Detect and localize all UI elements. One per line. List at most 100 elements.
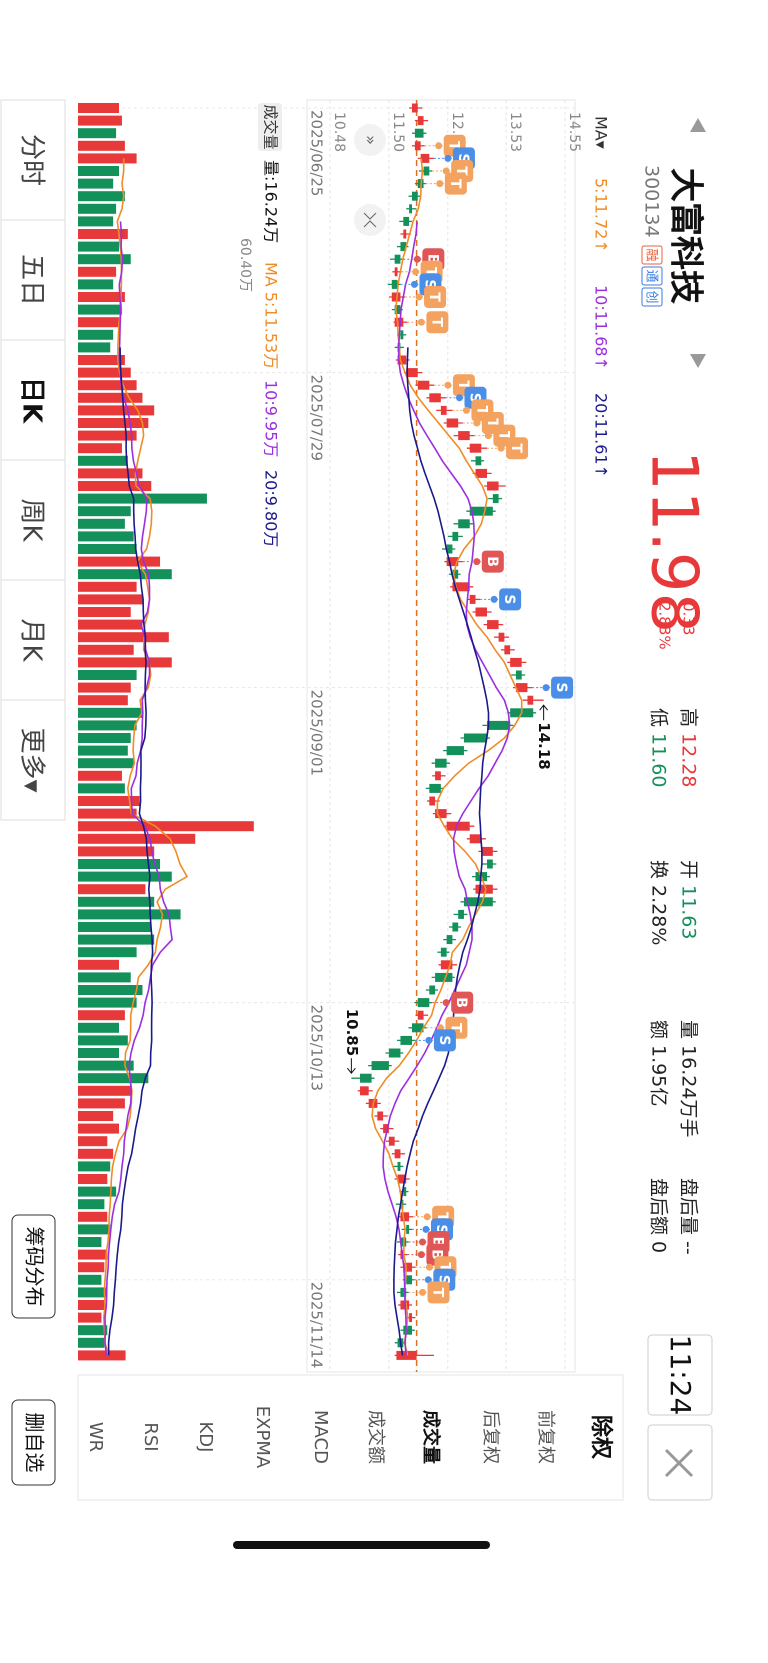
volume-bar <box>77 1035 128 1046</box>
volume-bar <box>78 556 161 567</box>
signal-dot <box>444 154 452 162</box>
prev-stock[interactable] <box>690 118 706 132</box>
indicator-option[interactable]: 后复权 <box>480 1410 501 1464</box>
tab-label: 周K <box>17 498 47 542</box>
volume-bar <box>77 581 137 592</box>
signal-tag <box>426 311 449 334</box>
signal-dot <box>419 1288 427 1296</box>
signal-label: T <box>495 431 511 441</box>
volume-bar <box>78 1123 120 1134</box>
button[interactable] <box>11 1399 56 1486</box>
volume-bar <box>78 833 196 844</box>
signal-dot <box>462 406 470 414</box>
volume-bar <box>78 1048 120 1058</box>
signal-dot <box>473 419 481 427</box>
expand-icon: » <box>362 135 381 145</box>
tab[interactable] <box>0 699 66 821</box>
candle-body <box>394 267 398 277</box>
volume-bar <box>78 317 120 328</box>
volume-bar <box>77 947 137 958</box>
candle-body <box>391 292 401 302</box>
signal-tag <box>433 1029 456 1052</box>
candle-body <box>446 935 453 945</box>
indicator-option[interactable]: EXPMA <box>252 1406 273 1469</box>
volume-bar <box>77 1337 105 1348</box>
signal-label: S <box>421 279 437 289</box>
candle-body <box>475 607 488 617</box>
stock-code: 300134 <box>641 165 663 238</box>
close-box[interactable] <box>647 1424 713 1501</box>
candle-body <box>394 1149 401 1159</box>
expand-button[interactable] <box>354 124 386 156</box>
indicator-option[interactable]: KDJ <box>195 1422 216 1453</box>
signal-label: T <box>447 1023 463 1033</box>
signal-tag <box>424 286 447 308</box>
signal-dot <box>417 1251 425 1259</box>
next-stock[interactable] <box>690 354 706 368</box>
signal-label: T <box>455 380 471 390</box>
ma-line <box>104 221 173 1356</box>
candle-body <box>515 670 522 680</box>
volume-bar <box>77 455 128 466</box>
change-pct: 2.83% <box>656 602 674 650</box>
x-tick-label: 2025/10/13 <box>308 1005 326 1091</box>
volume-bar <box>78 1312 102 1323</box>
volume-bar <box>77 695 128 706</box>
indicator-option[interactable]: MACD <box>310 1410 331 1464</box>
button[interactable] <box>11 1214 56 1319</box>
candle-body <box>429 985 436 995</box>
signal-label: S <box>433 1224 449 1234</box>
volume-bar <box>77 1098 125 1109</box>
signal-label: S <box>466 393 482 403</box>
signal-tag <box>444 172 467 195</box>
volume-bar <box>77 1325 108 1336</box>
signal-dot <box>413 255 421 263</box>
volume-bar <box>78 178 114 189</box>
price-panel <box>306 99 576 1373</box>
collapse-button[interactable] <box>354 204 386 236</box>
stat-value: 1.95亿 <box>648 1045 670 1106</box>
indicator-option[interactable]: 成交量 <box>420 1410 442 1464</box>
volume-bar <box>78 657 172 668</box>
candle-body <box>406 1275 412 1285</box>
volume-bar <box>77 1249 108 1260</box>
candle-body <box>400 330 404 340</box>
candle-body <box>411 103 418 113</box>
volume-bar <box>78 468 143 479</box>
badge-text: 创 <box>644 290 659 303</box>
volume-bar <box>78 304 122 315</box>
indicator-option[interactable]: 除权 <box>588 1415 614 1460</box>
candle-body <box>458 519 470 529</box>
indicator-option[interactable]: RSI <box>140 1422 161 1451</box>
candle-body <box>446 418 459 428</box>
indicator-option[interactable]: 成交额 <box>365 1410 386 1464</box>
volume-bar <box>78 531 134 542</box>
volume-bar <box>78 871 172 882</box>
volume-bar <box>78 770 122 781</box>
badge <box>641 266 663 286</box>
candle-body <box>394 254 401 264</box>
candle-body <box>487 620 499 630</box>
stat-label: 额 <box>648 1020 670 1039</box>
signal-tag <box>551 676 574 699</box>
ma-button[interactable]: MA▾ <box>592 116 611 149</box>
candle-body <box>487 481 499 491</box>
volume-bar <box>77 884 146 895</box>
candle-body <box>492 494 499 504</box>
indicator-option[interactable]: 前复权 <box>535 1410 556 1464</box>
signal-label: S <box>435 1275 451 1285</box>
indicator-option[interactable]: WR <box>85 1422 106 1452</box>
volume-bar <box>78 392 143 403</box>
signal-dot <box>490 595 498 603</box>
candle-body <box>475 468 488 478</box>
signal-dot <box>436 180 444 188</box>
signal-dot <box>444 381 452 389</box>
volume-bar <box>78 985 143 995</box>
button-label: 删自选 <box>23 1413 47 1473</box>
candle-body <box>411 191 418 201</box>
x-tick-label: 2025/07/29 <box>308 375 326 461</box>
volume-bar <box>77 380 137 391</box>
volume-bar <box>77 1174 108 1184</box>
signal-label: T <box>508 443 524 453</box>
